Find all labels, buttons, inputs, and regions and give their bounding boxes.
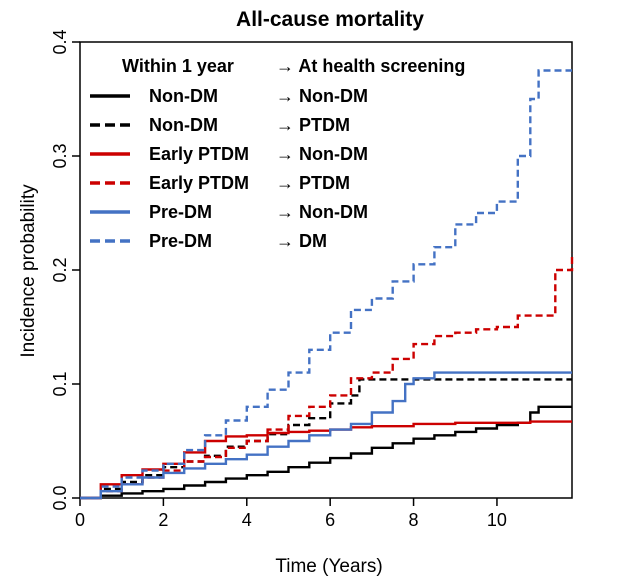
legend-row-left: Pre-DM (149, 231, 212, 251)
series-line-5 (80, 371, 572, 500)
series-layer (80, 69, 574, 500)
series-line-6 (80, 69, 572, 500)
legend-row-right: → Non-DM (276, 202, 368, 222)
legend-row-right: → Non-DM (276, 86, 368, 106)
legend-row-left: Early PTDM (149, 144, 249, 164)
x-axis-label: Time (Years) (275, 556, 382, 577)
legend-row-right: → DM (276, 231, 327, 251)
x-tick-label: 4 (242, 510, 252, 530)
legend-row-right: → PTDM (276, 115, 350, 135)
x-tick-label: 10 (487, 510, 507, 530)
y-tick-label: 0.3 (50, 143, 70, 168)
legend-row-left: Pre-DM (149, 202, 212, 222)
legend-row-right: → Non-DM (276, 144, 368, 164)
y-tick-label: 0.4 (50, 29, 70, 54)
legend-row-right: → PTDM (276, 173, 350, 193)
series-line-2 (80, 378, 572, 500)
chart-title: All-cause mortality (236, 8, 424, 31)
legend-header-left: Within 1 year (122, 56, 234, 76)
x-tick-label: 2 (158, 510, 168, 530)
y-tick-label: 0.0 (50, 485, 70, 510)
x-tick-label: 0 (75, 510, 85, 530)
legend-header-right: → At health screening (276, 56, 465, 76)
series-line-3 (80, 420, 572, 500)
legend-rows: Non-DM → Non-DM Non-DM → PTDM Early PTDM → No… (90, 86, 368, 251)
x-axis: 0 2 4 6 8 10 (75, 498, 507, 530)
x-tick-label: 8 (409, 510, 419, 530)
x-tick-label: 6 (325, 510, 335, 530)
legend-row-left: Early PTDM (149, 173, 249, 193)
y-axis-label: Incidence probability (18, 184, 39, 358)
y-tick-label: 0.1 (50, 371, 70, 396)
legend-row-left: Non-DM (149, 86, 218, 106)
legend-row-left: Non-DM (149, 115, 218, 135)
y-tick-label: 0.2 (50, 257, 70, 282)
y-axis: 0.0 0.1 0.2 0.3 0.4 (50, 29, 80, 511)
series-line-1 (80, 405, 572, 500)
series-line-4 (80, 252, 574, 500)
legend: Within 1 year → At health screening Non-… (90, 56, 465, 251)
